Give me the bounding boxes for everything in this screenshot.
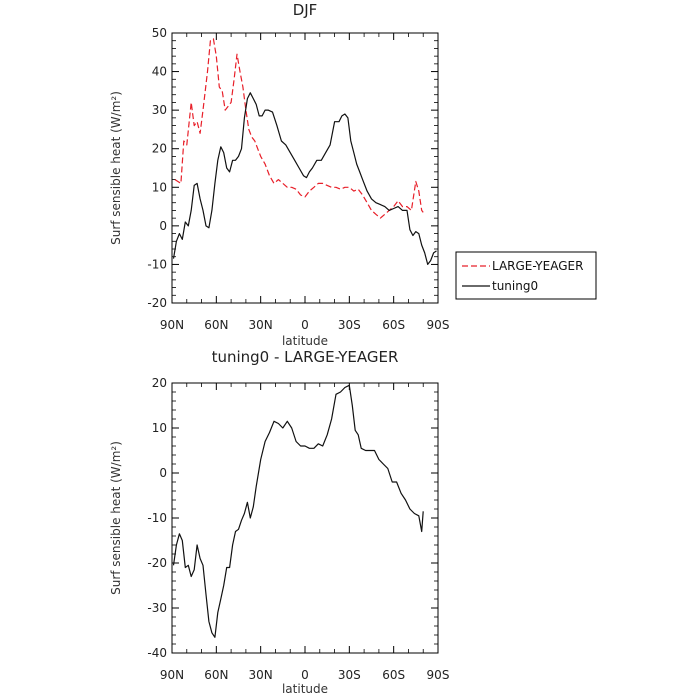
y-tick-label: 10 xyxy=(152,421,167,435)
x-tick-label: 30S xyxy=(338,318,361,332)
legend-label: LARGE-YEAGER xyxy=(492,259,583,273)
y-tick-label: -40 xyxy=(147,646,167,660)
y-tick-label: 20 xyxy=(152,376,167,390)
y-tick-label: 30 xyxy=(152,103,167,117)
x-tick-label: 30N xyxy=(249,668,273,682)
y-tick-label: 40 xyxy=(152,65,167,79)
y-tick-label: 0 xyxy=(159,466,167,480)
x-tick-label: 30S xyxy=(338,668,361,682)
djf-panel: DJF -20 -10 0 10 20 30 40 50 90N 60N 30N 0 30S 60S 90S l… xyxy=(109,1,597,348)
plot-frame xyxy=(171,32,439,304)
y-tick-label: 0 xyxy=(159,219,167,233)
x-tick-label: 60S xyxy=(382,668,405,682)
x-tick-label: 60N xyxy=(204,318,228,332)
x-tick-label: 90S xyxy=(427,318,450,332)
difference-panel: tuning0 - LARGE-YEAGER -40 -30 -20 -10 0 10 20 9… xyxy=(109,348,449,696)
x-axis-label: latitude xyxy=(282,334,328,348)
x-tick-label: 30N xyxy=(249,318,273,332)
y-tick-label: 20 xyxy=(152,142,167,156)
x-axis-label: latitude xyxy=(282,682,328,696)
x-tick-label: 90N xyxy=(160,668,184,682)
plot-frame xyxy=(171,382,439,654)
y-tick-label: -20 xyxy=(147,556,167,570)
x-tick-label: 60S xyxy=(382,318,405,332)
series-line xyxy=(172,384,424,638)
y-tick-label: 50 xyxy=(152,26,167,40)
y-tick-label: -20 xyxy=(147,296,167,310)
x-tick-label: 0 xyxy=(301,318,309,332)
legend-box xyxy=(455,251,597,300)
chart-title: DJF xyxy=(293,1,318,19)
x-tick-label: 0 xyxy=(301,668,309,682)
legend-label: tuning0 xyxy=(492,279,538,293)
y-tick-label: -30 xyxy=(147,601,167,615)
y-tick-label: 10 xyxy=(152,180,167,194)
series-line-large-yeager xyxy=(174,38,424,219)
y-axis-label: Surf sensible heat (W/m²) xyxy=(109,441,123,595)
x-tick-label: 60N xyxy=(204,668,228,682)
y-tick-label: -10 xyxy=(147,511,167,525)
x-tick-label: 90S xyxy=(427,668,450,682)
x-tick-label: 90N xyxy=(160,318,184,332)
series-line-tuning0 xyxy=(172,92,437,265)
y-tick-label: -10 xyxy=(147,257,167,271)
chart-title: tuning0 - LARGE-YEAGER xyxy=(212,348,399,366)
y-axis-label: Surf sensible heat (W/m²) xyxy=(109,91,123,245)
